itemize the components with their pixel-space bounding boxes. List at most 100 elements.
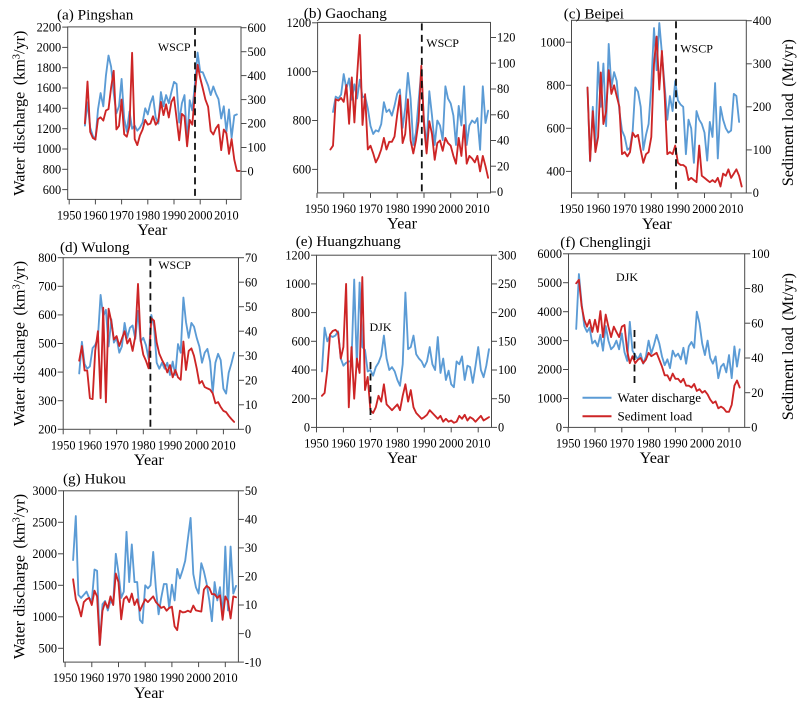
svg-text:2010: 2010 [719, 202, 744, 216]
svg-text:DJK: DJK [370, 320, 392, 334]
svg-text:1970: 1970 [610, 436, 635, 450]
svg-text:20: 20 [245, 374, 257, 388]
svg-text:2000: 2000 [184, 438, 209, 452]
svg-text:400: 400 [547, 165, 565, 179]
svg-text:1960: 1960 [83, 208, 108, 222]
svg-text:Year: Year [134, 451, 164, 469]
svg-text:2010: 2010 [465, 202, 490, 216]
svg-text:500: 500 [39, 642, 57, 656]
svg-text:0: 0 [556, 421, 562, 435]
svg-text:400: 400 [292, 363, 310, 377]
svg-text:300: 300 [248, 93, 266, 107]
svg-text:1950: 1950 [53, 671, 78, 685]
svg-text:100: 100 [753, 143, 771, 157]
svg-text:5000: 5000 [537, 276, 562, 290]
svg-text:0: 0 [245, 627, 251, 641]
svg-text:2010: 2010 [211, 438, 236, 452]
svg-text:1980: 1980 [133, 671, 158, 685]
svg-text:800: 800 [292, 306, 310, 320]
svg-text:10: 10 [245, 398, 257, 412]
svg-text:2200: 2200 [37, 20, 62, 34]
svg-text:20: 20 [245, 570, 257, 584]
svg-text:1970: 1970 [109, 208, 134, 222]
svg-text:800: 800 [547, 79, 565, 93]
svg-text:800: 800 [43, 163, 61, 177]
svg-text:3000: 3000 [537, 334, 562, 348]
svg-text:80: 80 [751, 282, 763, 296]
svg-text:1990: 1990 [663, 436, 688, 450]
svg-text:100: 100 [248, 141, 266, 155]
svg-text:1980: 1980 [636, 436, 661, 450]
svg-text:1990: 1990 [160, 671, 185, 685]
svg-text:2000: 2000 [439, 436, 464, 450]
svg-text:40: 40 [245, 324, 257, 338]
svg-text:50: 50 [245, 484, 257, 498]
svg-text:WSCP: WSCP [158, 40, 191, 54]
svg-text:60: 60 [751, 316, 763, 330]
svg-text:30: 30 [245, 349, 257, 363]
svg-text:400: 400 [753, 14, 771, 28]
svg-text:1000: 1000 [540, 35, 565, 49]
svg-text:Year: Year [642, 215, 672, 233]
svg-text:3000: 3000 [32, 484, 57, 498]
svg-text:-10: -10 [245, 655, 261, 669]
svg-text:Water discharge (km3/yr): Water discharge (km3/yr) [11, 31, 29, 196]
svg-text:Year: Year [387, 449, 417, 467]
svg-text:1950: 1950 [305, 202, 330, 216]
svg-text:1000: 1000 [285, 277, 310, 291]
svg-text:(e) Huangzhuang: (e) Huangzhuang [296, 233, 401, 250]
svg-text:(b) Gaochang: (b) Gaochang [304, 5, 387, 22]
svg-text:1000: 1000 [37, 142, 62, 156]
svg-text:1960: 1960 [78, 438, 103, 452]
svg-text:200: 200 [248, 117, 266, 131]
svg-text:1970: 1970 [104, 438, 129, 452]
svg-text:Sediment load (Mt/yr): Sediment load (Mt/yr) [779, 273, 797, 420]
svg-text:6000: 6000 [537, 247, 562, 261]
svg-text:1600: 1600 [37, 81, 62, 95]
svg-text:2010: 2010 [717, 436, 742, 450]
svg-text:100: 100 [751, 247, 769, 261]
svg-text:0: 0 [304, 421, 310, 435]
svg-text:2000: 2000 [186, 671, 211, 685]
svg-text:WSCP: WSCP [680, 41, 713, 55]
svg-text:200: 200 [292, 392, 310, 406]
svg-text:Year: Year [387, 215, 417, 233]
svg-text:200: 200 [38, 423, 56, 437]
svg-text:1980: 1980 [136, 208, 161, 222]
svg-text:1980: 1980 [131, 438, 156, 452]
svg-text:700: 700 [38, 280, 56, 294]
svg-text:0: 0 [751, 421, 757, 435]
svg-text:(a) Pingshan: (a) Pingshan [57, 7, 134, 24]
svg-text:500: 500 [248, 45, 266, 59]
svg-text:400: 400 [248, 69, 266, 83]
svg-text:0: 0 [753, 186, 759, 200]
svg-text:1990: 1990 [162, 208, 187, 222]
svg-text:600: 600 [293, 163, 311, 177]
svg-text:4000: 4000 [537, 305, 562, 319]
svg-text:1950: 1950 [57, 208, 82, 222]
svg-text:1000: 1000 [32, 610, 57, 624]
svg-text:2000: 2000 [188, 208, 213, 222]
svg-text:1970: 1970 [358, 436, 383, 450]
svg-text:20: 20 [497, 159, 509, 173]
svg-text:1200: 1200 [285, 248, 310, 262]
svg-text:1960: 1960 [80, 671, 105, 685]
svg-text:2010: 2010 [213, 671, 238, 685]
svg-text:800: 800 [293, 114, 311, 128]
svg-text:2000: 2000 [690, 436, 715, 450]
svg-text:20: 20 [751, 386, 763, 400]
svg-text:60: 60 [245, 275, 257, 289]
svg-text:2000: 2000 [32, 547, 57, 561]
svg-text:50: 50 [498, 392, 510, 406]
svg-text:Water discharge (km3/yr): Water discharge (km3/yr) [11, 494, 29, 659]
svg-text:2000: 2000 [692, 202, 717, 216]
svg-text:600: 600 [547, 122, 565, 136]
svg-text:Sediment load: Sediment load [618, 409, 693, 424]
svg-text:Year: Year [134, 684, 164, 702]
svg-text:100: 100 [498, 363, 516, 377]
svg-text:1000: 1000 [287, 65, 312, 79]
svg-text:Year: Year [640, 449, 670, 467]
svg-text:(c) Beipei: (c) Beipei [564, 6, 624, 23]
svg-text:1980: 1980 [639, 202, 664, 216]
svg-text:1400: 1400 [37, 102, 62, 116]
